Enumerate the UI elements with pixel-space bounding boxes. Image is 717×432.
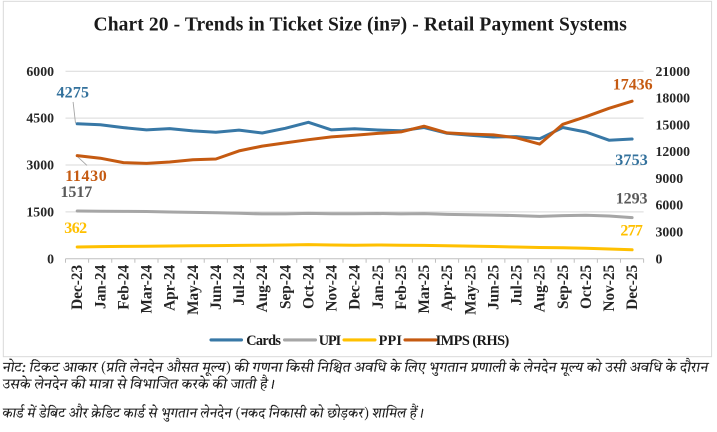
svg-text:Apr-24: Apr-24 <box>162 265 179 311</box>
svg-text:Cards: Cards <box>246 333 281 349</box>
svg-text:4500: 4500 <box>26 111 54 126</box>
svg-text:May-25: May-25 <box>462 265 479 315</box>
svg-text:Dec-24: Dec-24 <box>347 265 364 310</box>
svg-text:17436: 17436 <box>613 76 653 93</box>
svg-text:Jun-24: Jun-24 <box>208 265 225 310</box>
svg-text:Jan-25: Jan-25 <box>370 265 387 309</box>
svg-text:6000: 6000 <box>656 198 684 213</box>
svg-text:18000: 18000 <box>656 91 691 106</box>
svg-text:Oct-25: Oct-25 <box>578 265 595 309</box>
svg-text:Jul-24: Jul-24 <box>231 265 248 306</box>
svg-text:Jun-25: Jun-25 <box>485 265 502 310</box>
svg-text:Dec-23: Dec-23 <box>69 265 86 310</box>
svg-text:Aug-25: Aug-25 <box>532 265 549 313</box>
svg-text:Jul-25: Jul-25 <box>509 265 526 306</box>
svg-text:Apr-25: Apr-25 <box>439 265 456 311</box>
svg-text:3753: 3753 <box>615 152 648 169</box>
svg-text:3000: 3000 <box>656 225 684 240</box>
svg-text:277: 277 <box>620 222 643 239</box>
svg-text:15000: 15000 <box>656 117 691 132</box>
svg-text:4275: 4275 <box>57 85 90 102</box>
svg-text:Feb-24: Feb-24 <box>115 265 132 310</box>
svg-text:UPI: UPI <box>319 333 342 349</box>
svg-text:IMPS (RHS): IMPS (RHS) <box>436 333 510 349</box>
svg-text:21000: 21000 <box>656 64 691 79</box>
svg-text:Mar-25: Mar-25 <box>416 265 433 314</box>
svg-text:362: 362 <box>64 220 87 237</box>
svg-text:Sep-25: Sep-25 <box>555 265 572 309</box>
svg-text:9000: 9000 <box>656 171 684 186</box>
svg-text:1500: 1500 <box>26 204 54 219</box>
svg-text:Jan-24: Jan-24 <box>92 265 109 309</box>
svg-text:Oct-24: Oct-24 <box>300 265 317 309</box>
svg-text:1517: 1517 <box>61 184 93 201</box>
svg-text:Aug-24: Aug-24 <box>254 265 271 313</box>
svg-text:11430: 11430 <box>65 168 107 185</box>
svg-text:12000: 12000 <box>656 144 691 159</box>
svg-text:6000: 6000 <box>26 64 54 79</box>
svg-text:Chart 20 - Trends in Ticket Si: Chart 20 - Trends in Ticket Size (in <box>94 15 391 36</box>
svg-text:) - Retail Payment Systems: ) - Retail Payment Systems <box>401 15 628 36</box>
svg-text:May-24: May-24 <box>185 265 202 315</box>
svg-text:Nov-24: Nov-24 <box>324 265 341 312</box>
svg-text:0: 0 <box>656 251 663 266</box>
svg-text:PPI: PPI <box>379 333 403 349</box>
svg-text:3000: 3000 <box>26 158 54 173</box>
svg-text:Mar-24: Mar-24 <box>139 265 156 314</box>
svg-text:Dec-25: Dec-25 <box>624 265 641 310</box>
svg-text:1293: 1293 <box>616 191 648 208</box>
svg-text:0: 0 <box>47 251 54 266</box>
svg-text:Sep-24: Sep-24 <box>277 265 294 309</box>
svg-text:Feb-25: Feb-25 <box>393 265 410 310</box>
svg-text:Nov-25: Nov-25 <box>601 265 618 312</box>
